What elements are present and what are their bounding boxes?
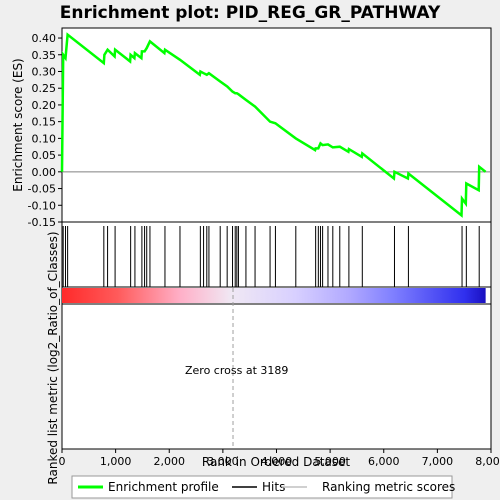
- metric-y-axis-label: Ranked list metric (log2_Ratio_of_Classe…: [46, 231, 60, 484]
- y-tick-label: 0.15: [32, 116, 57, 129]
- legend-label-enrichment: Enrichment profile: [108, 480, 219, 494]
- x-tick-label: 8,000: [475, 455, 500, 468]
- es-y-axis: -0.15 -0.10 -0.05 0.00 0.05 0.10 0.15 0.20 0.25 0…: [28, 32, 62, 229]
- x-tick-label: 3,000: [207, 455, 239, 468]
- x-tick-label: 7,000: [422, 455, 454, 468]
- x-tick-label: 4,000: [261, 455, 293, 468]
- zero-cross-annotation: Zero cross at 3189: [185, 364, 288, 377]
- y-tick-label: -0.15: [28, 216, 56, 229]
- x-axis-label: Rank in Ordered Dataset: [202, 455, 350, 469]
- y-tick-label: 0.20: [32, 99, 57, 112]
- enrichment-profile-line: [60, 32, 487, 218]
- x-tick-label: 6,000: [368, 455, 400, 468]
- y-tick-label: 0.30: [32, 65, 57, 78]
- chart-title: Enrichment plot: PID_REG_GR_PATHWAY: [60, 3, 441, 23]
- y-tick-label: -0.10: [28, 199, 56, 212]
- y-tick-label: -0.05: [28, 183, 56, 196]
- es-y-axis-label: Enrichment score (ES): [11, 58, 25, 191]
- y-tick-label: 0.05: [32, 149, 57, 162]
- x-tick-label: 0: [59, 455, 66, 468]
- x-tick-label: 1,000: [100, 455, 132, 468]
- legend: [71, 475, 453, 499]
- hits-marks: [62, 226, 480, 287]
- y-tick-label: 0.00: [32, 166, 57, 179]
- rank-color-bar: [62, 288, 486, 303]
- y-tick-label: 0.25: [32, 82, 57, 95]
- legend-label-hits: Hits: [262, 480, 285, 494]
- x-tick-label: 5,000: [314, 455, 346, 468]
- x-tick-label: 2,000: [154, 455, 186, 468]
- y-tick-label: 0.35: [32, 49, 57, 62]
- y-tick-label: 0.40: [32, 32, 57, 45]
- y-tick-label: 0.10: [32, 132, 57, 145]
- metric-plot-area: [61, 303, 492, 450]
- hits-panel: [61, 221, 492, 288]
- legend-label-ranking: Ranking metric scores: [322, 480, 455, 494]
- x-axis: 0 1,000 2,000 3,000 4,000 5,000 6,000 7,000 8,00…: [59, 449, 500, 468]
